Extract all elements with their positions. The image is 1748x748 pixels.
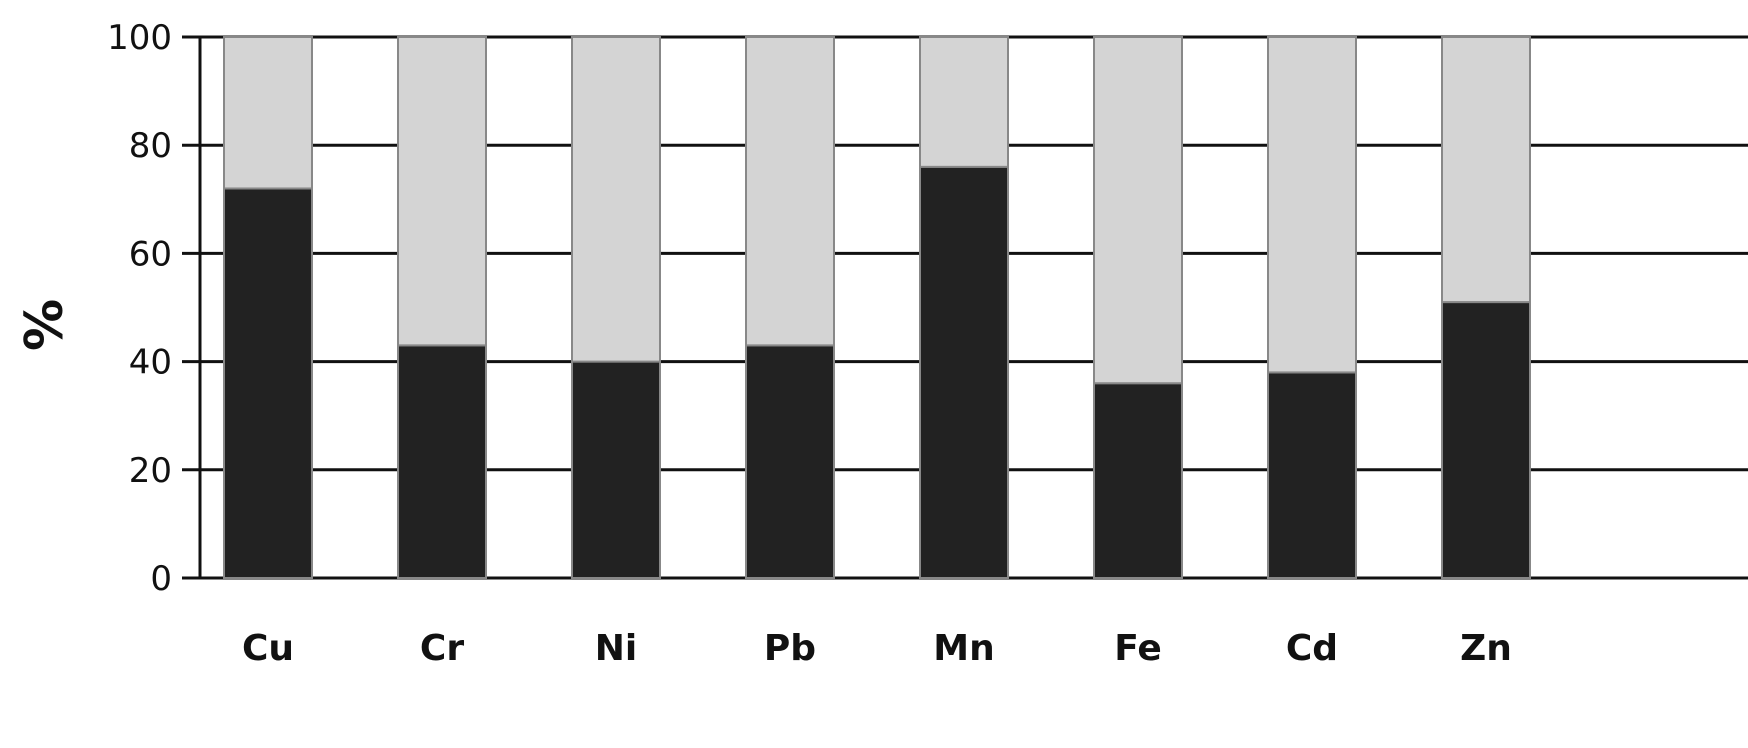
y-tick-label: 100 [107,18,172,58]
bar-segment-ni-1 [571,36,661,363]
bar-segment-cd-1 [1267,36,1357,374]
y-axis-title: % [15,299,75,351]
x-category-label: Cu [242,628,294,669]
x-category-label: Ni [595,628,637,669]
bar-segment-pb-1 [745,36,835,347]
bar-segment-zn-0 [1441,301,1531,579]
y-tick-label: 60 [129,234,172,274]
bar-segment-cu-0 [223,187,313,579]
y-tick-label: 0 [150,559,172,599]
y-tick-label: 80 [129,126,172,166]
bar-segment-mn-1 [919,36,1009,168]
bar-segment-cu-1 [223,36,313,190]
axis-layer: % 0 20 40 60 80 100 Cu Cr Ni Pb Mn Fe Cd Zn [15,18,1512,669]
x-category-label: Mn [933,628,994,669]
x-category-label: Zn [1460,628,1512,669]
bar-segment-fe-0 [1093,382,1183,579]
bar-segment-mn-0 [919,165,1009,579]
bar-segment-cd-0 [1267,371,1357,580]
x-category-label: Fe [1114,628,1162,669]
x-category-label: Pb [764,628,816,669]
bar-segment-pb-0 [745,344,835,579]
x-category-label: Cr [420,628,464,669]
bar-layer [223,36,1531,580]
bar-segment-cr-0 [397,344,487,579]
y-tick-label: 40 [129,343,172,383]
x-category-label: Cd [1286,628,1338,669]
bar-segment-cr-1 [397,36,487,347]
bar-segment-ni-0 [571,360,661,579]
y-tick-label: 20 [129,451,172,491]
bar-segment-zn-1 [1441,36,1531,304]
bar-segment-fe-1 [1093,36,1183,385]
